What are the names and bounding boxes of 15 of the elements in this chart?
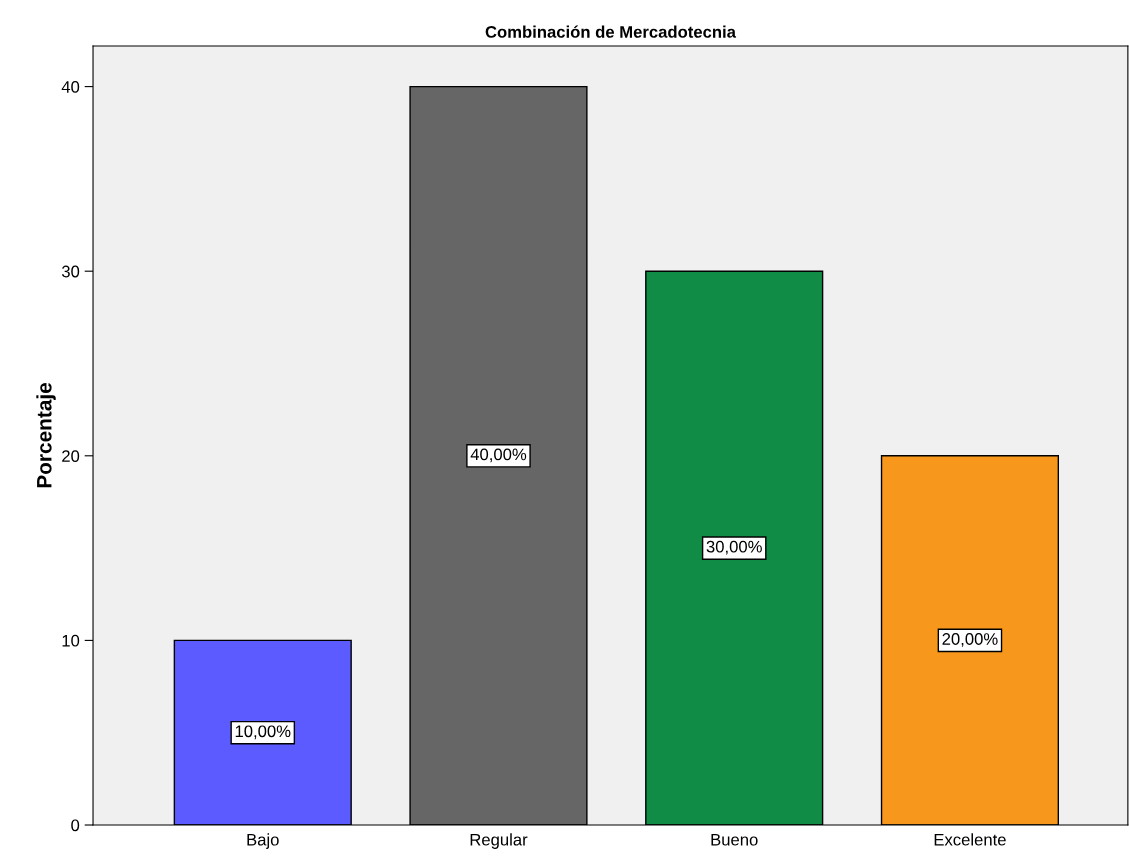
data-label: 30,00% bbox=[706, 540, 762, 555]
data-label: 10,00% bbox=[235, 725, 291, 740]
y-tick-label: 10 bbox=[62, 634, 80, 647]
data-label: 20,00% bbox=[942, 633, 998, 647]
y-tick-label: 30 bbox=[61, 265, 80, 278]
x-tick-label: Excelente bbox=[934, 833, 1006, 846]
x-tick-label: Bajo bbox=[247, 833, 279, 849]
y-tick-label: 0 bbox=[71, 819, 80, 832]
x-tick-label: Regular bbox=[470, 833, 528, 849]
chart-title: Combinación de Mercadotecnia bbox=[485, 25, 737, 38]
y-tick-label: 20 bbox=[62, 450, 80, 462]
x-tick-label: Bueno bbox=[711, 833, 758, 846]
y-axis-title: Porcentaje bbox=[36, 382, 56, 488]
y-tick-label: 40 bbox=[61, 80, 80, 93]
data-label: 40,00% bbox=[470, 448, 527, 463]
